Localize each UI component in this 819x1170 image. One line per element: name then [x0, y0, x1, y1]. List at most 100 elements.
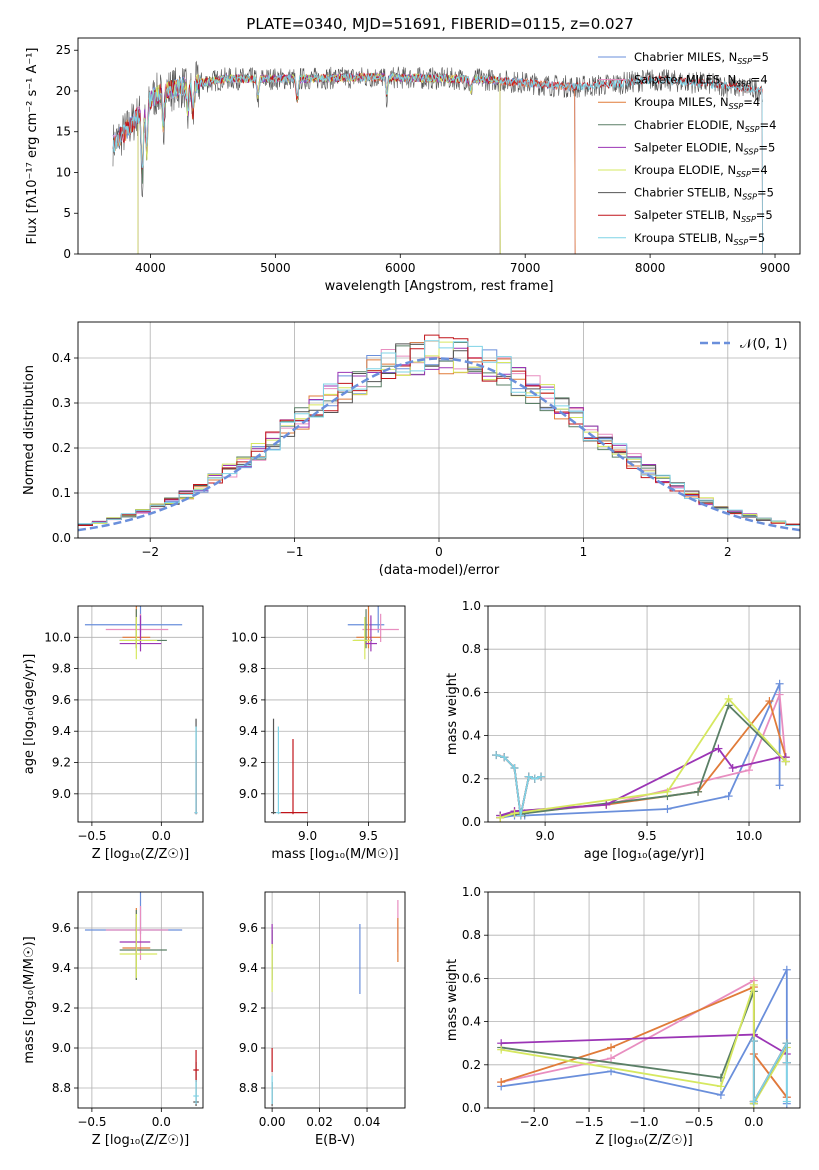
plot-area-age_vs_mass — [271, 606, 399, 815]
tick-label-y: 9.2 — [239, 1001, 258, 1015]
tick-label-x: −2 — [141, 545, 159, 559]
tick-label-x: 2 — [724, 545, 732, 559]
axes-frame — [77, 37, 801, 255]
tick-label-y: 10 — [56, 165, 71, 179]
axis-label-y: mass weight — [445, 673, 460, 755]
tick-label-x: 0 — [435, 545, 443, 559]
axis-label-x: Z [log₁₀(Z/Z☉)] — [595, 1133, 692, 1148]
normal-curve — [78, 357, 800, 532]
axis-label-y: Normed distribution — [22, 365, 37, 495]
tick-label-y: 9.8 — [239, 662, 258, 676]
tick-label-x: −0.5 — [77, 829, 106, 843]
axes-frame — [264, 891, 406, 1109]
tick-label-y: 0.6 — [462, 971, 481, 985]
legend-entry: Kroupa MILES, NSSP=4 — [634, 95, 760, 111]
histogram-step — [78, 347, 800, 526]
tick-label-y: 0.8 — [462, 928, 481, 942]
tick-label-x: 5000 — [260, 261, 291, 275]
spectrum-model-line — [112, 72, 576, 254]
tick-label-x: −0.5 — [684, 1115, 713, 1129]
tick-label-x: 4000 — [135, 261, 166, 275]
massweight-line — [499, 747, 786, 817]
massweight-line — [500, 703, 787, 817]
tick-label-y: 0.2 — [52, 441, 71, 455]
tick-label-x: −0.5 — [77, 1115, 106, 1129]
tick-label-x: 10.0 — [736, 829, 763, 843]
tick-label-y: 9.4 — [52, 961, 71, 975]
axis-label-x: Z [log₁₀(Z/Z☉)] — [92, 847, 189, 862]
tick-label-y: 9.0 — [239, 787, 258, 801]
tick-label-y: 9.6 — [239, 693, 258, 707]
tick-label-y: 9.2 — [52, 1001, 71, 1015]
tick-label-x: −1 — [286, 545, 304, 559]
axis-label-x: (data-model)/error — [379, 563, 500, 578]
axes-frame — [487, 891, 801, 1109]
tick-label-x: 9.0 — [298, 829, 317, 843]
tick-label-y: 9.4 — [239, 724, 258, 738]
tick-label-x: 8000 — [635, 261, 666, 275]
legend-entry: 𝒩(0, 1) — [740, 337, 787, 352]
tick-label-x: 9.5 — [638, 829, 657, 843]
tick-label-y: 0.2 — [462, 772, 481, 786]
tick-label-y: 0 — [63, 247, 71, 261]
massweight-line — [500, 683, 781, 819]
tick-label-x: 0.04 — [354, 1115, 381, 1129]
panel-spectrum: 4000 5000 6000 7000 8000 9000 0 5 10 15 20 25 wavele… — [25, 37, 801, 294]
tick-label-x: 0.02 — [306, 1115, 333, 1129]
tick-label-y: 9.2 — [52, 756, 71, 770]
tick-label-x: 0.0 — [744, 1115, 763, 1129]
legend-entry: Kroupa STELIB, NSSP=5 — [634, 231, 765, 247]
axes-frame — [264, 605, 406, 823]
tick-label-x: 9.0 — [536, 829, 555, 843]
tick-label-y: 9.8 — [52, 662, 71, 676]
tick-label-x: 9000 — [760, 261, 791, 275]
legend-entry: Salpeter STELIB, NSSP=5 — [634, 208, 773, 224]
spectrum-data-line — [112, 60, 763, 198]
tick-label-x: 9.5 — [359, 829, 378, 843]
panel-massweight_vs_age: 9.0 9.5 10.0 0.0 0.2 0.4 0.6 0.8 1.0 age [log₁₀(a… — [445, 599, 801, 862]
massweight-line — [495, 754, 542, 816]
plot-area-massweight_vs_age — [492, 679, 790, 822]
axes-frame — [487, 605, 801, 823]
tick-label-y: 0.0 — [462, 1101, 481, 1115]
tick-label-y: 9.6 — [239, 921, 258, 935]
spectrum-model-line — [112, 72, 576, 254]
plot-area-age_vs_Z — [84, 606, 198, 815]
panel-mass_vs_Z: −0.5 0.0 8.8 9.0 9.2 9.4 9.6 Z [log₁₀(Z/Z☉)] mas… — [22, 891, 204, 1148]
tick-label-y: 20 — [56, 84, 71, 98]
tick-label-y: 9.0 — [52, 1041, 71, 1055]
spectrum-model-line — [112, 73, 576, 254]
massweight-line — [500, 694, 787, 817]
axis-label-x: E(B-V) — [315, 1133, 355, 1148]
panel-residual_histogram: −2 −1 0 1 2 0.0 0.1 0.2 0.3 0.4 (data-model)/error… — [22, 321, 801, 578]
tick-label-y: 8.8 — [239, 1081, 258, 1095]
tick-label-x: −2.0 — [520, 1115, 549, 1129]
tick-label-y: 1.0 — [462, 885, 481, 899]
tick-label-y: 10.0 — [231, 630, 258, 644]
plot-area-mass_vs_Z — [84, 892, 199, 1106]
legend-entry: Chabrier ELODIE, NSSP=4 — [634, 118, 776, 134]
legend-entry: Salpeter ELODIE, NSSP=5 — [634, 140, 775, 156]
tick-label-y: 0.6 — [462, 685, 481, 699]
tick-label-y: 0.0 — [52, 531, 71, 545]
axis-label-x: wavelength [Angstrom, rest frame] — [325, 279, 554, 294]
tick-label-y: 1.0 — [462, 599, 481, 613]
tick-label-y: 8.8 — [52, 1081, 71, 1095]
tick-label-y: 9.6 — [52, 921, 71, 935]
tick-label-x: −1.5 — [575, 1115, 604, 1129]
plot-area-spectrum — [112, 60, 763, 254]
spectrum-model-line — [112, 72, 763, 254]
plot-area-residual_histogram — [78, 334, 800, 532]
panel-massweight_vs_Z: −2.0 −1.5 −1.0 −0.5 0.0 0.0 0.2 0.4 0.6 0.8 1.0 Z [… — [445, 885, 801, 1148]
tick-label-y: 15 — [56, 125, 71, 139]
panel-mass_vs_EBV: 0.00 0.02 0.04 8.8 9.0 9.2 9.4 9.6 E(B-V) — [239, 891, 406, 1148]
tick-label-y: 0.1 — [52, 486, 71, 500]
axis-label-y: age [log₁₀(age/yr)] — [22, 654, 37, 775]
tick-label-y: 0.3 — [52, 396, 71, 410]
tick-label-y: 9.0 — [239, 1041, 258, 1055]
axis-label-x: mass [log₁₀(M/M☉)] — [271, 847, 398, 862]
legend-entry: Salpeter MILES, NSSP=4 — [634, 73, 768, 89]
tick-label-y: 25 — [56, 43, 71, 57]
tick-label-y: 0.4 — [462, 729, 481, 743]
